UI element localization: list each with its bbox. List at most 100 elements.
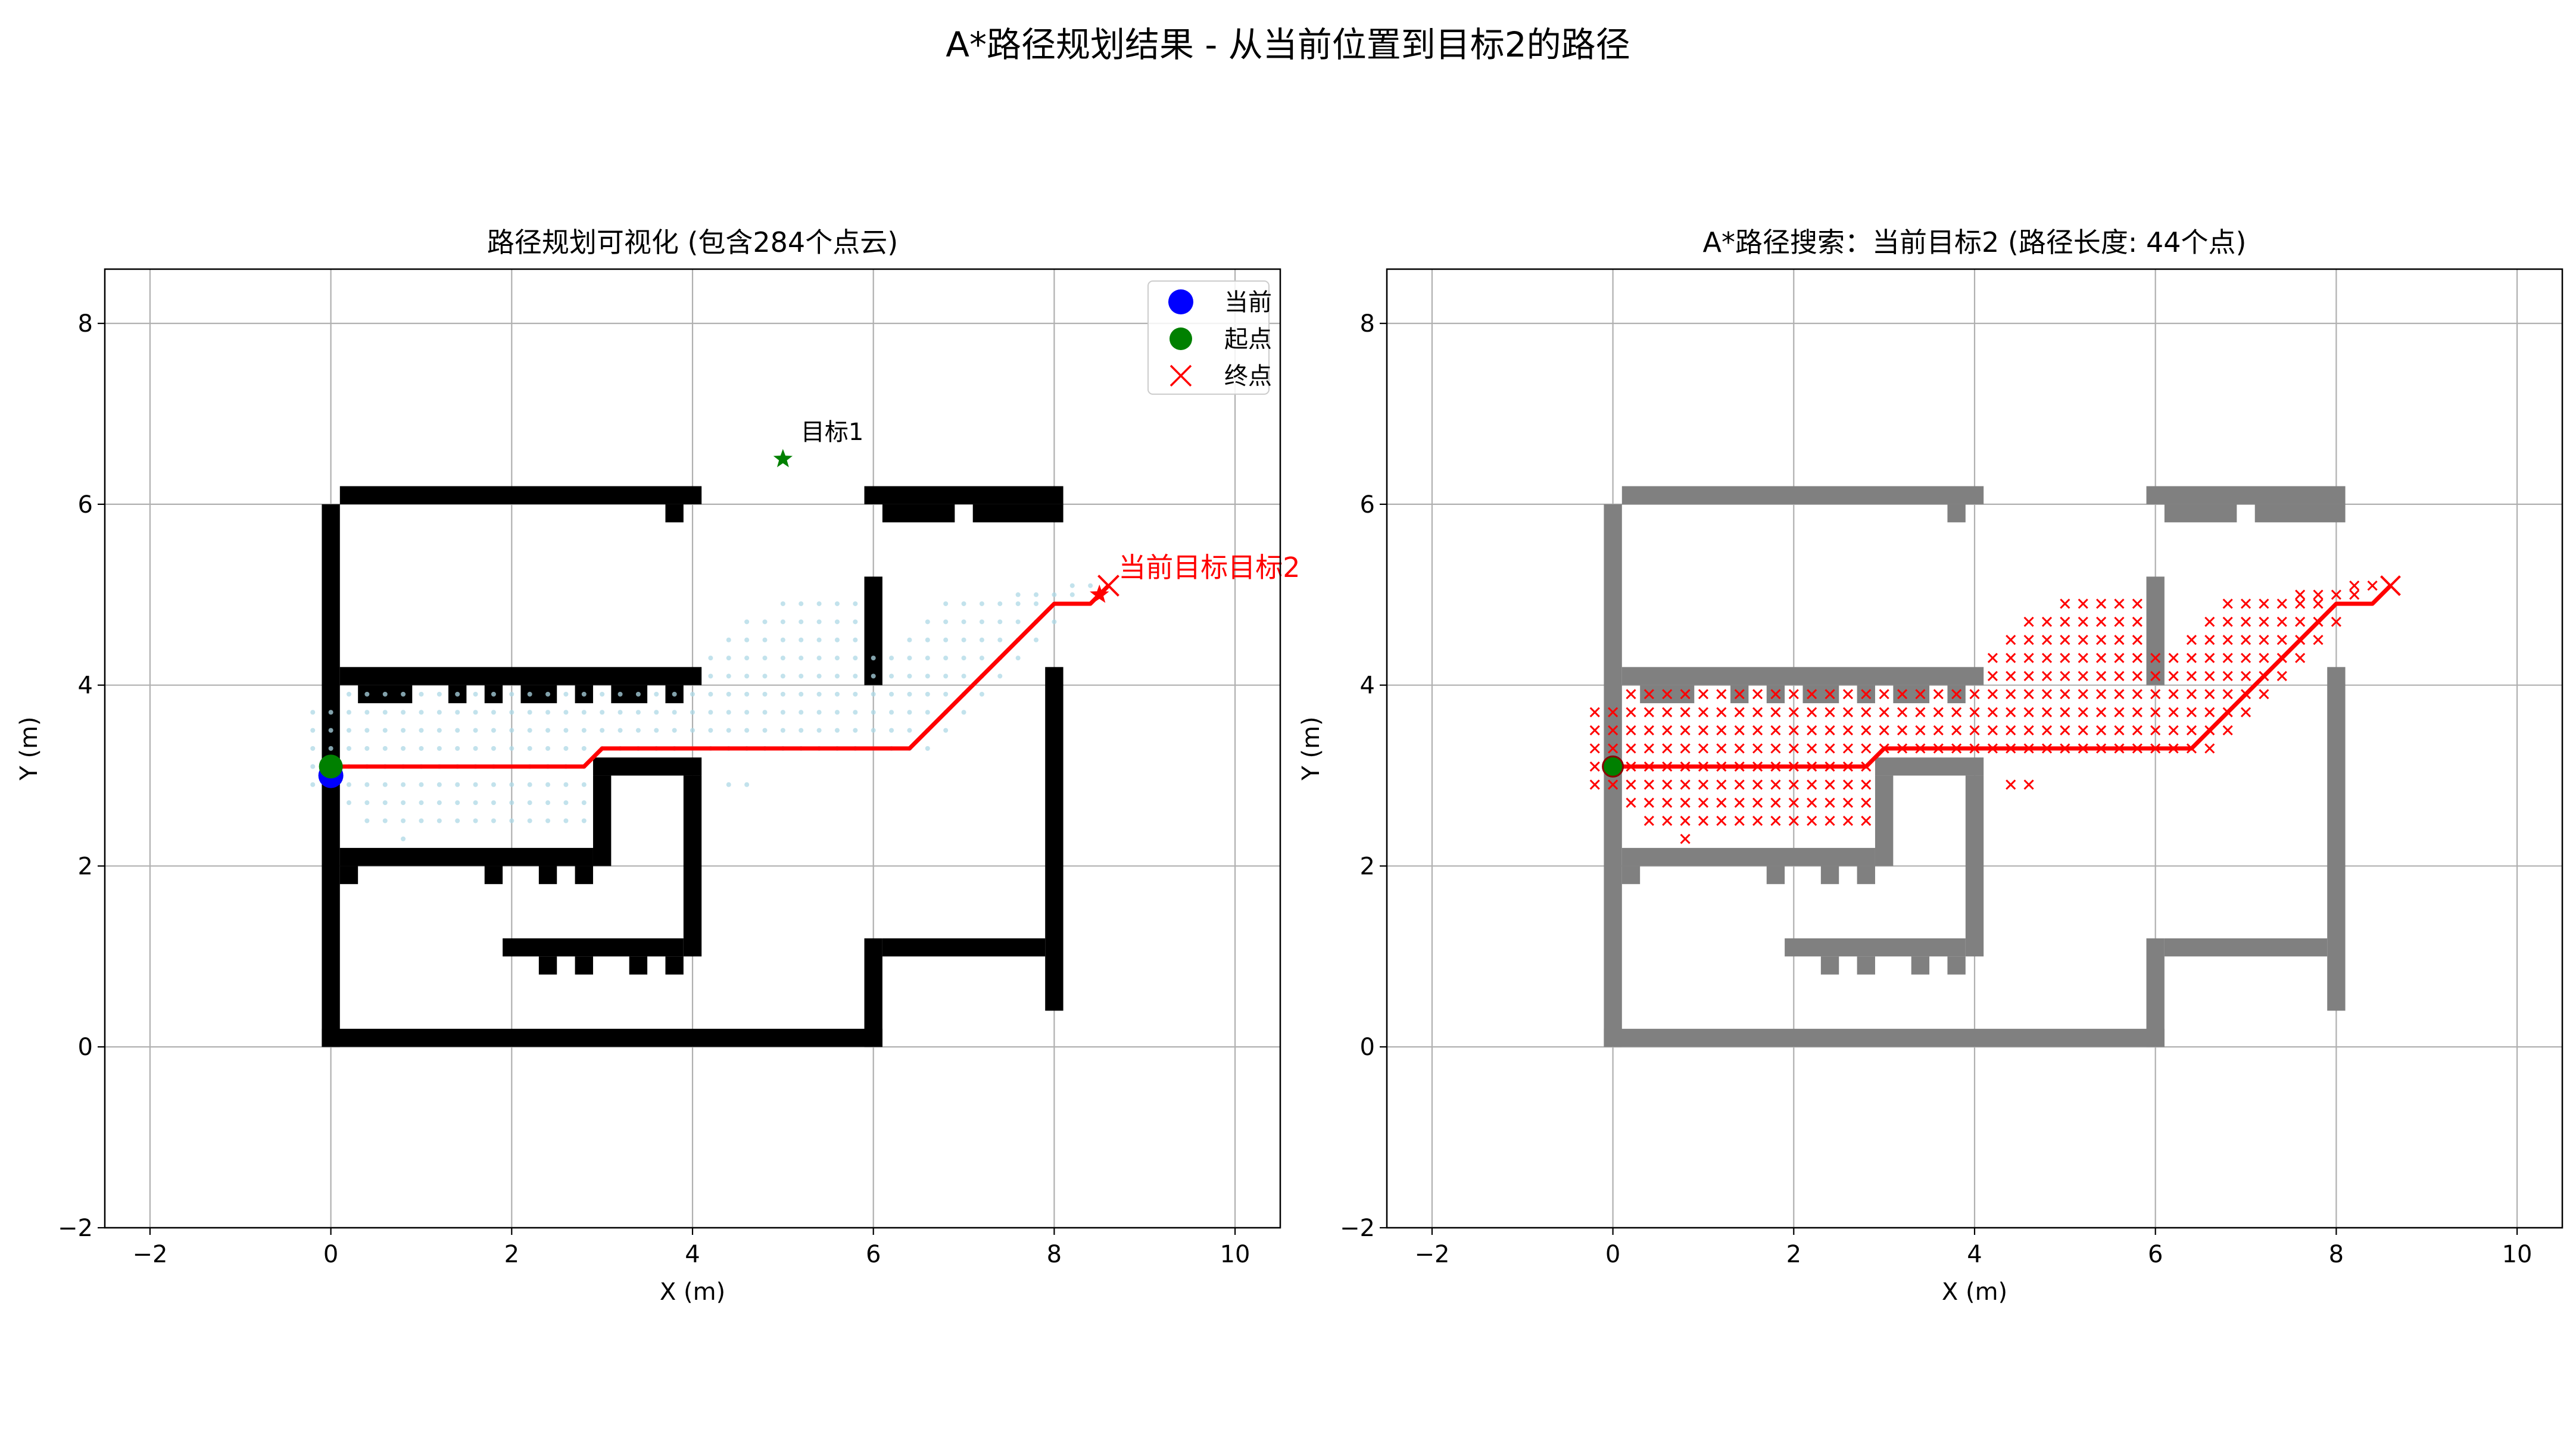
explored-node	[1788, 743, 1799, 754]
point-cloud-point	[310, 782, 316, 787]
point-cloud-point	[834, 601, 840, 606]
obstacle	[1621, 486, 1984, 504]
explored-node	[2096, 707, 2107, 717]
explored-node-stroke	[2186, 725, 2197, 736]
explored-node-stroke	[2096, 598, 2107, 609]
explored-node-stroke	[1951, 707, 1962, 717]
target1-label: 目标1	[801, 419, 863, 446]
point-cloud-point	[509, 691, 514, 697]
explored-node-stroke	[1825, 797, 1835, 808]
explored-node-stroke	[2132, 670, 2142, 682]
start-marker	[319, 754, 343, 779]
explored-node	[2367, 581, 2378, 591]
point-cloud-point	[1015, 592, 1021, 597]
explored-node	[1897, 707, 1908, 717]
point-cloud-point	[726, 637, 731, 642]
point-cloud-point	[853, 691, 858, 697]
point-cloud-point	[1034, 592, 1039, 597]
explored-node	[2114, 635, 2125, 645]
explored-node-stroke	[1879, 689, 1889, 700]
point-cloud-point	[310, 764, 316, 769]
explored-node	[1734, 689, 1745, 700]
point-cloud-point	[925, 656, 930, 661]
point-cloud-point	[581, 728, 587, 733]
explored-node	[1897, 689, 1908, 700]
explored-node-stroke	[1716, 689, 1727, 700]
explored-node-stroke	[1842, 725, 1853, 736]
explored-node	[1643, 689, 1654, 700]
obstacle	[1621, 848, 1875, 866]
point-cloud-point	[436, 728, 442, 733]
point-cloud-point	[925, 691, 930, 697]
end-marker	[2380, 575, 2401, 597]
explored-node-stroke	[1716, 725, 1727, 736]
point-cloud-point	[744, 673, 750, 679]
explored-node-stroke	[2041, 725, 2053, 736]
explored-node	[2023, 779, 2034, 790]
obstacle	[1820, 866, 1839, 884]
explored-node-stroke	[2060, 670, 2070, 682]
point-cloud-point	[527, 710, 532, 715]
explored-node-stroke	[2295, 598, 2306, 609]
explored-node	[2023, 653, 2034, 663]
point-cloud-point	[744, 710, 750, 715]
explored-node-stroke	[1734, 725, 1745, 736]
explored-node-stroke	[2132, 707, 2142, 717]
explored-node-stroke	[2276, 616, 2287, 627]
explored-node-stroke	[1716, 707, 1727, 717]
explored-node-stroke	[1680, 779, 1691, 790]
explored-node	[2006, 653, 2016, 663]
explored-node	[1680, 689, 1691, 700]
explored-node-stroke	[2313, 635, 2324, 645]
point-cloud-point	[328, 710, 333, 715]
point-cloud-point	[780, 637, 785, 642]
explored-node	[2259, 689, 2269, 700]
point-cloud-point	[509, 728, 514, 733]
point-cloud-point	[401, 782, 406, 787]
x-tick-label: 4	[685, 1241, 700, 1268]
point-cloud-point	[744, 619, 750, 625]
explored-node-stroke	[2331, 616, 2341, 627]
explored-node	[1752, 743, 1763, 754]
explored-node-stroke	[1752, 779, 1763, 790]
explored-node	[1698, 779, 1709, 790]
point-cloud-point	[672, 728, 677, 733]
obstacle	[1911, 956, 1930, 975]
explored-node-stroke	[1662, 797, 1673, 808]
obstacle	[683, 775, 702, 957]
explored-node-stroke	[2096, 653, 2107, 663]
explored-node-stroke	[2222, 598, 2233, 609]
explored-node	[2222, 616, 2233, 627]
explored-node	[2295, 653, 2306, 663]
explored-node-stroke	[1589, 707, 1600, 717]
explored-node	[2240, 598, 2251, 609]
explored-node	[2078, 616, 2088, 627]
explored-node-stroke	[1770, 797, 1781, 808]
explored-node	[1987, 653, 1998, 663]
explored-node	[1951, 707, 1962, 717]
point-cloud-point	[834, 656, 840, 661]
point-cloud-point	[455, 691, 460, 697]
explored-node-stroke	[2023, 653, 2034, 663]
explored-node-stroke	[1662, 689, 1673, 700]
explored-node	[2150, 689, 2161, 700]
point-cloud-point	[853, 656, 858, 661]
point-cloud-point	[979, 691, 984, 697]
explored-node-stroke	[1752, 815, 1763, 826]
point-cloud-point	[346, 782, 351, 787]
explored-node	[2114, 598, 2125, 609]
point-cloud-point	[853, 601, 858, 606]
obstacle	[1875, 775, 1894, 866]
explored-node-stroke	[1861, 743, 1872, 754]
explored-node	[1842, 707, 1853, 717]
point-cloud-point	[563, 710, 569, 715]
explored-node	[1897, 725, 1908, 736]
explored-node-stroke	[1861, 689, 1872, 700]
obstacle	[2164, 504, 2237, 523]
point-cloud-point	[545, 746, 551, 751]
point-cloud-point	[1088, 583, 1093, 588]
explored-node	[2132, 707, 2142, 717]
explored-node	[1770, 779, 1781, 790]
explored-node-stroke	[2222, 653, 2233, 663]
